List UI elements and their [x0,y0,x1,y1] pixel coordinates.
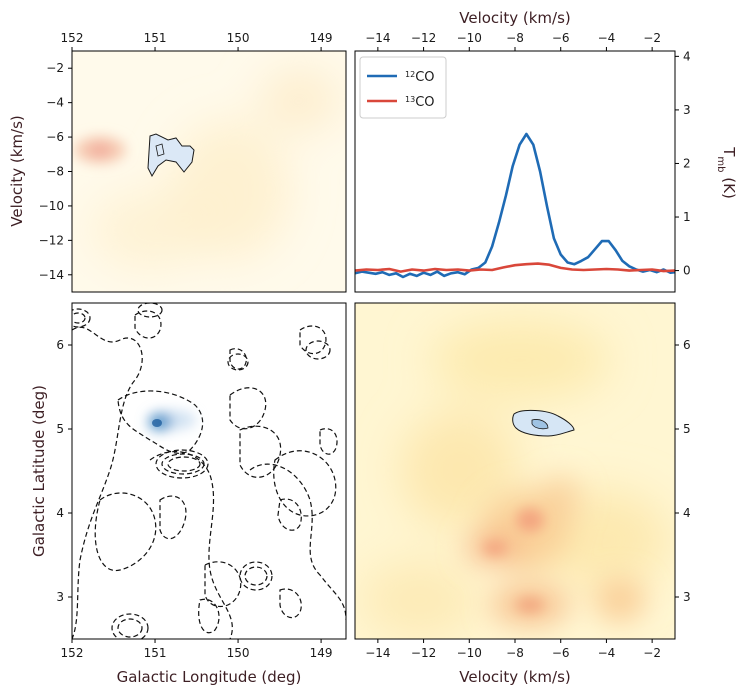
tl-xtick-label: 151 [144,31,167,45]
tr-xtick-label: −6 [552,31,570,45]
legend-12co-label: 12CO [405,70,435,86]
tr-xtick-label: −2 [643,31,661,45]
panel-bottom-left-image [72,303,346,639]
tl-ytick-label: −8 [46,165,64,179]
panel-top-left: 152 151 150 149 −2 −4 −6 −8 −10 −12 −14 Velocity (… [8,31,347,293]
tr-plot-area [355,132,675,279]
tr-axes: −14 −12 −10 −8 −6 −4 −2 0 1 2 3 4 [365,31,690,278]
tl-warm-haze [90,70,340,270]
tr-xtick-label: −4 [598,31,616,45]
bl-ytick-label: 5 [56,422,64,436]
bl-13co-clump [148,410,196,431]
tl-xtick-label: 150 [227,31,250,45]
br-xtick-label: −4 [598,646,616,660]
br-xtick-label: −2 [643,646,661,660]
tr-ytick-label: 1 [683,210,691,224]
tl-co-peak [74,136,126,164]
tr-xtick-label: −14 [365,31,390,45]
tr-xtick-label: −10 [457,31,482,45]
br-xtick-label: −6 [552,646,570,660]
bl-xtick-label: 152 [61,646,84,660]
br-xtick-label: −8 [506,646,524,660]
bl-ytick-label: 3 [56,590,64,604]
br-xtick-label: −14 [365,646,390,660]
bl-ytick-label: 4 [56,506,64,520]
br-axes: −14 −12 −10 −8 −6 −4 −2 3 4 5 6 [365,338,690,660]
tr-xtick-label: −8 [506,31,524,45]
tr-ytick-label: 2 [683,156,691,170]
br-ytick-label: 6 [683,338,691,352]
br-clump-inner-contour [531,419,549,430]
br-ytick-label: 5 [683,422,691,436]
br-ytick-label: 4 [683,506,691,520]
bl-xtick-label: 151 [144,646,167,660]
tr-ytick-label: 3 [683,103,691,117]
tr-ylabel: Tmb (K) [716,146,739,199]
tr-ytick-label: 4 [683,49,691,63]
tl-axes: 152 151 150 149 −2 −4 −6 −8 −10 −12 −14 [39,31,333,282]
legend: 12CO 13CO [359,56,447,119]
tl-ytick-label: −10 [39,199,64,213]
panel-top-left-image [72,51,346,292]
tr-xlabel: Velocity (km/s) [459,9,570,27]
tl-ytick-label: −2 [46,61,64,75]
tr-ytick-label: 0 [683,264,691,278]
panel-top-right: −14 −12 −10 −8 −6 −4 −2 0 1 2 3 4 Velocity (km/s) T… [354,9,739,293]
tl-xtick-label: 149 [310,31,333,45]
legend-box [359,56,447,119]
bl-xtick-label: 150 [227,646,250,660]
bl-dense-contours [72,303,331,639]
legend-13co-label: 13CO [405,95,435,111]
tl-ytick-label: −6 [46,130,64,144]
bl-xtick-label: 149 [310,646,333,660]
tl-clump-inner-contour [155,143,165,157]
bl-background [72,303,346,639]
tl-xtick-label: 152 [61,31,84,45]
bl-axes: 152 151 150 149 3 4 5 6 [56,338,332,660]
panel-bottom-right-image [355,303,675,639]
br-ytick-label: 3 [683,590,691,604]
panel-bottom-left: 152 151 150 149 3 4 5 6 Galactic Longitude (deg… [30,302,347,686]
series-12co-line [355,132,675,279]
tl-ytick-label: −12 [39,233,64,247]
br-xtick-label: −10 [457,646,482,660]
br-emission-peaks [483,508,544,613]
tl-ytick-label: −4 [46,96,64,110]
bl-ylabel: Galactic Latitude (deg) [30,385,48,557]
tl-ylabel: Velocity (km/s) [8,115,26,226]
br-xlabel: Velocity (km/s) [459,668,570,686]
tl-ytick-label: −14 [39,268,64,282]
series-13co-line [355,262,675,273]
bl-frame [71,302,347,640]
bl-ytick-label: 6 [56,338,64,352]
bl-xlabel: Galactic Longitude (deg) [117,668,302,686]
tr-xtick-label: −12 [411,31,436,45]
panel-bottom-right: −14 −12 −10 −8 −6 −4 −2 3 4 5 6 Velocity (km/s) [354,302,691,686]
bl-dashed-contours [72,310,346,639]
br-xtick-label: −12 [411,646,436,660]
